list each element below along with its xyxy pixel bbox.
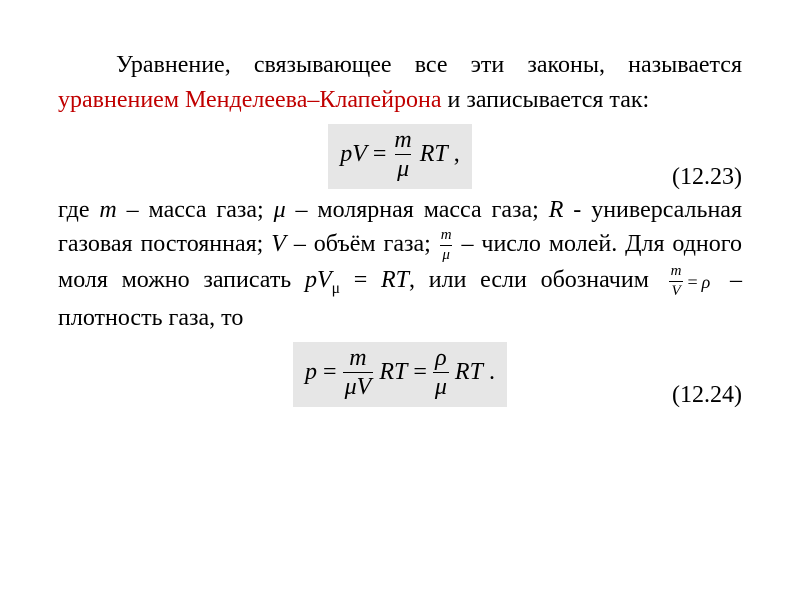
sym-rho: ρ [702,269,711,295]
eq1-equals: = [373,137,387,172]
eq2-lhs: p [305,355,317,390]
sym-RT: RT [381,267,409,293]
eq2-f1-num: m [347,346,368,372]
intro-paragraph: Уравнение, связывающее все эти законы, н… [58,48,742,118]
definitions-paragraph: где m – масса газа; μ – молярная масса г… [58,193,742,336]
inline-frac-m-V: mV [669,264,684,299]
equation-1-row: pV = m μ RT, (12.23) [58,124,742,189]
inline-eq-sign: = [687,269,697,295]
eq1-fraction: m μ [392,128,413,181]
eq2-fraction-2: ρ μ [433,346,449,399]
sym-R: R [549,197,564,223]
eq2-dot: . [489,355,495,390]
intro-text-2: и записывается так: [442,87,650,113]
equation-2-box: p = m μV RT = ρ μ RT. [293,342,507,407]
intro-text-1: Уравнение, связывающее все эти законы, н… [116,52,742,78]
inline-frac2-den: V [669,281,682,299]
inline-frac-den: μ [440,245,452,263]
equation-2-number: (12.24) [672,378,742,413]
def-t2: – масса газа; [117,197,274,223]
eq2-f2-den: μ [433,372,449,399]
equation-2-row: p = m μV RT = ρ μ RT. (12.24) [58,342,742,407]
eq2-f1-den: μV [343,372,374,399]
sym-pV: pV [305,267,332,293]
sym-V: V [271,231,286,257]
eq1-frac-den: μ [395,154,411,181]
def-t8: , или если обозначим [409,267,663,293]
def-t1: где [58,197,99,223]
eq1-rhs: RT [420,137,448,172]
inline-frac-m-mu: mμ [439,228,454,263]
eq1-lhs: pV [340,137,367,172]
equation-1-box: pV = m μ RT, [328,124,472,189]
equation-1-number: (12.23) [672,160,742,195]
sym-pV-sub: μ [332,280,340,297]
def-t5: – объём газа; [286,231,439,257]
eq2-fraction-1: m μV [343,346,374,399]
sym-m: m [99,197,116,223]
sym-mu: μ [274,197,286,223]
inline-density-eq: mV = ρ [669,264,711,299]
def-t7: = [340,267,381,293]
def-t3: – молярная масса газа; [286,197,549,223]
eq2-equals-2: = [413,355,427,390]
inline-frac2-num: m [669,264,684,281]
eq2-f2-num: ρ [433,346,449,372]
eq1-comma: , [454,137,460,172]
eq1-frac-num: m [392,128,413,154]
page: Уравнение, связывающее все эти законы, н… [0,0,800,600]
equation-name-highlight: уравнением Менделеева–Клапейрона [58,87,442,113]
inline-frac-num: m [439,228,454,245]
eq2-equals-1: = [323,355,337,390]
eq2-mid: RT [379,355,407,390]
eq2-rhs: RT [455,355,483,390]
